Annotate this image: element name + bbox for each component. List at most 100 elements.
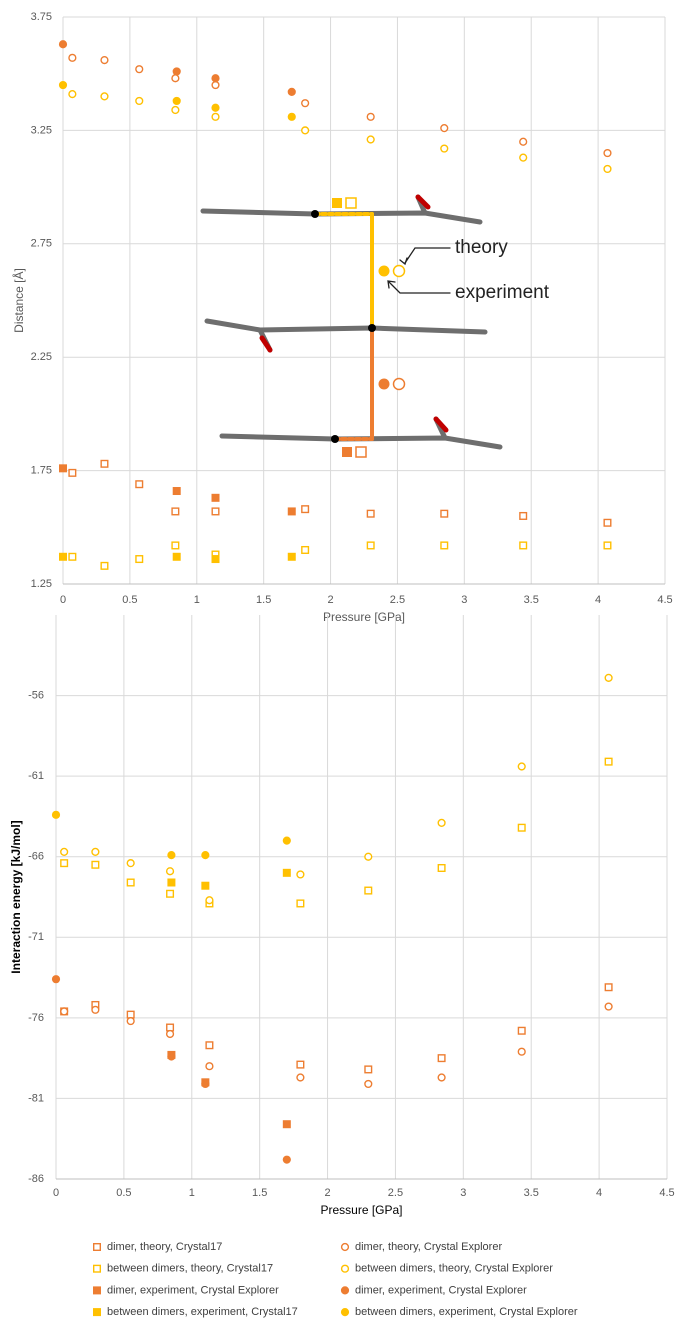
x-axis-label: Pressure [GPa]: [320, 1203, 402, 1217]
point: [206, 897, 213, 904]
legend-marker: [342, 1265, 349, 1272]
point: [302, 127, 309, 134]
point: [367, 510, 374, 517]
point: [520, 154, 527, 161]
point: [283, 837, 290, 844]
point: [168, 1053, 175, 1060]
point: [172, 75, 179, 82]
point: [605, 984, 612, 991]
point: [605, 758, 612, 765]
point: [212, 508, 219, 515]
annotation: theory: [455, 237, 508, 258]
point: [212, 495, 219, 502]
point: [297, 1061, 304, 1068]
point: [518, 824, 525, 831]
point: [167, 890, 174, 897]
point: [367, 542, 374, 549]
point: [520, 542, 527, 549]
point: [53, 811, 60, 818]
point: [167, 1031, 174, 1038]
x-tick-label: 2: [324, 1187, 330, 1199]
point: [288, 113, 295, 120]
point: [69, 470, 76, 477]
point: [173, 68, 180, 75]
point: [127, 860, 134, 867]
y-tick-label: -71: [28, 931, 44, 943]
point: [136, 98, 143, 105]
point: [297, 900, 304, 907]
point: [367, 136, 374, 143]
point: [438, 865, 445, 872]
legend-marker: [342, 1309, 349, 1316]
point: [212, 104, 219, 111]
y-axis-label: Distance [Å]: [11, 268, 26, 333]
legend-marker: [94, 1244, 101, 1251]
point: [365, 1081, 372, 1088]
point: [202, 852, 209, 859]
point: [127, 1018, 134, 1025]
x-tick-label: 0: [53, 1187, 59, 1199]
point: [365, 853, 372, 860]
x-tick-label: 1: [194, 594, 200, 606]
point: [69, 91, 76, 98]
point: [365, 1066, 372, 1073]
y-tick-label: -61: [28, 770, 44, 782]
point: [202, 882, 209, 889]
y-tick-label: 2.25: [31, 351, 52, 363]
legend-label: between dimers, experiment, Crystal17: [107, 1306, 298, 1318]
point: [438, 1055, 445, 1062]
y-tick-label: -66: [28, 851, 44, 863]
point: [604, 519, 611, 526]
point: [212, 113, 219, 120]
point: [302, 506, 309, 513]
x-tick-label: 1.5: [256, 594, 271, 606]
point: [518, 1048, 525, 1055]
point: [520, 138, 527, 145]
point: [92, 861, 99, 868]
point: [441, 542, 448, 549]
point: [206, 1063, 213, 1070]
point: [60, 41, 67, 48]
y-axis-label: Interaction energy [kJ/mol]: [9, 820, 23, 973]
point: [60, 465, 67, 472]
point: [438, 1074, 445, 1081]
point: [604, 150, 611, 157]
point: [136, 66, 143, 73]
point: [69, 553, 76, 560]
point: [61, 848, 68, 855]
point: [53, 976, 60, 983]
x-tick-label: 4: [596, 1187, 602, 1199]
point: [127, 879, 134, 886]
point: [167, 868, 174, 875]
x-tick-label: 4.5: [657, 594, 672, 606]
legend-label: dimer, theory, Crystal17: [107, 1241, 222, 1253]
legend-marker: [94, 1309, 101, 1316]
legend-label: dimer, theory, Crystal Explorer: [355, 1241, 502, 1253]
legend-marker: [94, 1265, 101, 1272]
point: [518, 1027, 525, 1034]
point: [283, 1156, 290, 1163]
point: [101, 460, 108, 467]
point: [212, 82, 219, 89]
legend-label: dimer, experiment, Crystal Explorer: [107, 1284, 279, 1296]
point: [172, 107, 179, 114]
y-tick-label: -56: [28, 689, 44, 701]
point: [202, 1081, 209, 1088]
point: [101, 93, 108, 100]
point: [441, 145, 448, 152]
point: [604, 542, 611, 549]
point: [604, 166, 611, 173]
point: [173, 98, 180, 105]
point: [297, 1074, 304, 1081]
x-tick-label: 3.5: [524, 1187, 539, 1199]
legend-label: between dimers, experiment, Crystal Expl…: [355, 1306, 578, 1318]
point: [101, 57, 108, 64]
point: [297, 871, 304, 878]
legend-label: dimer, experiment, Crystal Explorer: [355, 1284, 527, 1296]
y-tick-label: -86: [28, 1173, 44, 1185]
point: [520, 513, 527, 520]
x-tick-label: 3: [461, 594, 467, 606]
y-tick-label: -76: [28, 1012, 44, 1024]
point: [168, 879, 175, 886]
point: [172, 542, 179, 549]
